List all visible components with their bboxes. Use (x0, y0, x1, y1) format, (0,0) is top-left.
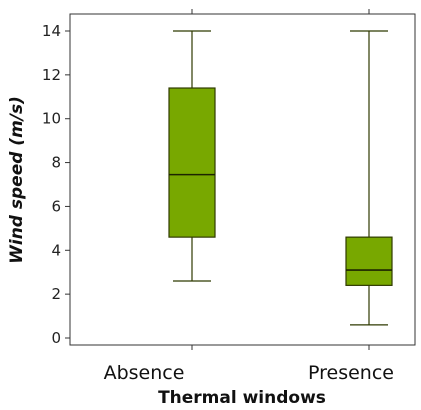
x-category-label: Presence (308, 362, 394, 384)
x-axis-title: Thermal windows (158, 388, 326, 408)
y-tick-label: 14 (42, 22, 61, 40)
box-absence (168, 30, 216, 282)
iqr-box (345, 236, 393, 286)
x-axis: Absence Presence (104, 9, 394, 384)
y-tick-label: 6 (51, 197, 61, 215)
y-tick-label: 10 (42, 110, 61, 128)
y-tick-label: 0 (51, 329, 61, 347)
box-presence (345, 30, 393, 326)
y-axis: 0 2 4 6 8 10 12 14 (42, 22, 70, 347)
plot-frame (69, 13, 416, 346)
y-tick-label: 4 (51, 241, 61, 259)
boxes-group (168, 30, 393, 326)
y-tick-label: 8 (51, 154, 61, 172)
y-axis-title: Wind speed (m/s) (7, 96, 27, 264)
iqr-box (168, 87, 216, 238)
y-tick-label: 2 (51, 285, 61, 303)
y-tick-label: 12 (42, 66, 61, 84)
x-category-label: Absence (104, 362, 185, 384)
